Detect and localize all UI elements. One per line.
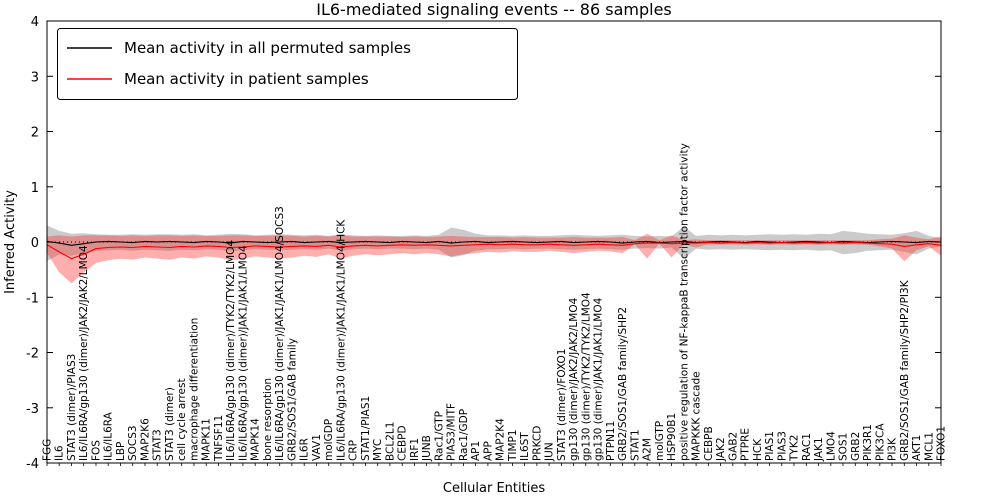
y-axis-label: Inferred Activity: [3, 190, 18, 294]
x-tick-label: molGTP: [654, 421, 666, 461]
plot-border: [46, 20, 942, 464]
x-tick-label: macrophage differentiation: [189, 318, 201, 461]
x-tick-label: IL6R: [299, 438, 311, 461]
x-tick-label: CRP: [348, 440, 360, 461]
x-tick-label: GAB2: [727, 432, 739, 461]
x-tick-label: MAPKKK cascade: [691, 371, 703, 461]
y-tick-label: -1: [26, 291, 39, 306]
x-tick-label: JUNB: [421, 435, 433, 462]
x-tick-label: PIAS3: [776, 431, 788, 461]
x-tick-label: SOS1: [838, 433, 850, 461]
x-tick-label: LBP: [115, 442, 127, 461]
x-tick-label: gp130 (dimer)/JAK1/JAK1/LMO4: [593, 297, 605, 461]
x-tick-label: gp130 (dimer)/TYK2/TYK2/LMO4: [580, 292, 592, 461]
y-tick-label: 3: [31, 70, 39, 85]
x-tick-label: PIAS1: [764, 431, 776, 461]
x-tick-label: APP: [482, 441, 494, 461]
x-tick-label: PI3K: [887, 437, 899, 461]
x-tick-label: MYC: [372, 439, 384, 461]
x-tick-label: Rac1/GDP: [458, 409, 470, 461]
y-tick-label: -4: [26, 457, 39, 472]
y-tick-label: 4: [31, 15, 39, 30]
x-tick-label: MAP2K6: [140, 418, 152, 461]
x-tick-label: TNFSF11: [213, 415, 225, 462]
x-tick-label: STAT3: [152, 429, 164, 461]
x-tick-label: STAT3 (dimer)/PIAS3: [66, 354, 78, 461]
legend-label-permuted: Mean activity in all permuted samples: [124, 39, 411, 57]
x-tick-label: TYK2: [789, 435, 801, 462]
x-tick-label: Rac1/GTP: [433, 411, 445, 461]
permuted-band: [47, 225, 941, 262]
chart-title: IL6-mediated signaling events -- 86 samp…: [316, 0, 672, 19]
x-tick-label: bone resorption: [262, 378, 274, 461]
x-tick-label: MCL1: [923, 432, 935, 461]
legend-label-patient: Mean activity in patient samples: [124, 70, 369, 88]
x-tick-label: STAT1/PIAS1: [360, 396, 372, 461]
x-tick-label: cell cycle arrest: [176, 378, 188, 461]
x-tick-label: AP1: [470, 441, 482, 461]
x-tick-label: PIAS3/MITF: [446, 403, 458, 461]
x-tick-label: IL6ST: [519, 432, 531, 461]
x-tick-label: positive regulation of NF-kappaB transcr…: [678, 143, 690, 461]
x-tick-label: VAV1: [311, 434, 323, 461]
x-tick-label: MAPK14: [250, 418, 262, 461]
x-tick-label: CEBPD: [397, 425, 409, 461]
x-tick-label: GRB2/SOS1/GAB family/SHP2/PI3K: [899, 279, 911, 461]
x-tick-label: IL6/IL6RA/gp130 (dimer)/TYK2/TYK2/LMO4: [225, 240, 237, 461]
x-axis-label: Cellular Entities: [443, 481, 545, 496]
x-tick-label: IL6: [54, 445, 66, 461]
x-tick-label: MAP2K4: [495, 418, 507, 461]
x-tick-label: IL6/IL6RA/gp130 (dimer)/JAK2/JAK2/LMO4: [78, 245, 90, 461]
x-tick-label: STAT3 (dimer): [164, 387, 176, 461]
legend: Mean activity in all permuted samples Me…: [57, 28, 518, 100]
x-tick-label: STAT1: [629, 429, 641, 461]
legend-box: [57, 28, 518, 100]
x-tick-label: GRB2/SOS1/GAB family/SHP2: [617, 307, 629, 461]
x-tick-label: HSP90B1: [666, 413, 678, 461]
patient-mean-line: [46, 242, 942, 260]
x-tick-label: STAT3 (dimer)/FOXO1: [556, 349, 568, 461]
y-tick-label: -3: [26, 402, 39, 417]
x-tick-label: AKT1: [911, 435, 923, 461]
x-tick-label: PTPN11: [605, 421, 617, 461]
x-tick-label: JAK1: [813, 437, 825, 462]
y-tick-label: -2: [26, 347, 39, 362]
x-tick-label: SOCS3: [127, 425, 139, 461]
x-tick-label: PIK3R1: [862, 424, 874, 461]
x-tick-label: HCK: [752, 438, 764, 461]
x-tick-label: GRB2: [850, 432, 862, 461]
x-tick-label: TIMP1: [507, 429, 519, 462]
x-tick-label: GRB2/SOS1/GAB family: [286, 338, 298, 461]
x-tick-label: RAC1: [801, 433, 813, 461]
x-tick-label: CEBPB: [703, 426, 715, 461]
x-tick-label: PTPRE: [740, 428, 752, 461]
y-tick-label: 0: [31, 236, 39, 251]
x-tick-label: IL6/IL6RA/gp130 (dimer)/JAK1/JAK1/LMO4/S…: [274, 206, 286, 461]
x-tick-label: MAPK11: [201, 418, 213, 461]
y-tick-label: 2: [31, 126, 39, 141]
x-tick-label: IL6/IL6RA/gp130 (dimer)/JAK1/JAK1/LMO4: [237, 245, 249, 461]
x-tick-label: IRF1: [409, 438, 421, 461]
x-tick-label: BCL2L1: [384, 422, 396, 461]
x-tick-label: gp130 (dimer)/JAK2/JAK2/LMO4: [568, 297, 580, 461]
x-tick-label: PIK3CA: [874, 423, 886, 461]
x-tick-label: JAK2: [715, 437, 727, 462]
x-tick-label: JUN: [544, 442, 556, 462]
x-tick-label: PRKCD: [531, 426, 543, 461]
y-tick-label: 1: [31, 181, 39, 196]
x-tick-label: LMO4: [825, 431, 837, 461]
x-tick-label: IL6/IL6RA/gp130 (dimer)/JAK1/JAK1/LMO4/H…: [335, 219, 347, 461]
x-tick-label: A2M: [642, 438, 654, 461]
x-tick-label: IL6/IL6RA: [103, 411, 115, 461]
permuted-mean-line: [46, 240, 942, 246]
x-tick-label: FOS: [91, 440, 103, 461]
x-tick-label: molGDP: [323, 419, 335, 461]
